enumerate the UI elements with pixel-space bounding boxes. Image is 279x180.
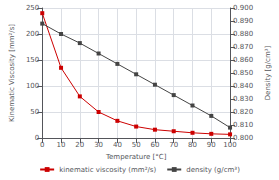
svg-text:0.870: 0.870: [233, 43, 253, 51]
svg-text:70: 70: [169, 141, 178, 149]
svg-text:100: 100: [223, 141, 236, 149]
svg-text:0.840: 0.840: [233, 82, 253, 90]
svg-text:0.890: 0.890: [233, 17, 253, 25]
svg-text:Density [g/cm³]: Density [g/cm³]: [264, 45, 272, 100]
svg-text:80: 80: [188, 141, 197, 149]
svg-text:0.810: 0.810: [233, 121, 253, 129]
svg-text:Kinematic Viscosity [mm²/s]: Kinematic Viscosity [mm²/s]: [8, 24, 16, 122]
svg-text:density (g/cm³): density (g/cm³): [186, 166, 240, 174]
svg-text:0.900: 0.900: [233, 4, 253, 12]
svg-text:40: 40: [113, 141, 122, 149]
svg-text:200: 200: [26, 30, 39, 38]
svg-text:100: 100: [26, 82, 39, 90]
svg-text:150: 150: [26, 56, 39, 64]
svg-text:0.860: 0.860: [233, 56, 253, 64]
svg-text:Temperature [°C]: Temperature [°C]: [105, 153, 167, 161]
svg-text:0: 0: [35, 134, 39, 142]
svg-text:0.850: 0.850: [233, 69, 253, 77]
svg-text:0: 0: [40, 141, 44, 149]
svg-text:0.820: 0.820: [233, 108, 253, 116]
svg-text:50: 50: [30, 108, 39, 116]
svg-text:0.800: 0.800: [233, 134, 254, 142]
svg-text:kinematic viscosity (mm²/s): kinematic viscosity (mm²/s): [59, 166, 156, 174]
svg-text:90: 90: [207, 141, 216, 149]
svg-text:50: 50: [132, 141, 141, 149]
svg-text:20: 20: [75, 141, 84, 149]
svg-text:0.880: 0.880: [233, 30, 253, 38]
svg-text:60: 60: [150, 141, 159, 149]
svg-text:250: 250: [26, 4, 39, 12]
svg-text:30: 30: [94, 141, 103, 149]
svg-text:0.830: 0.830: [233, 95, 253, 103]
svg-text:10: 10: [57, 141, 66, 149]
